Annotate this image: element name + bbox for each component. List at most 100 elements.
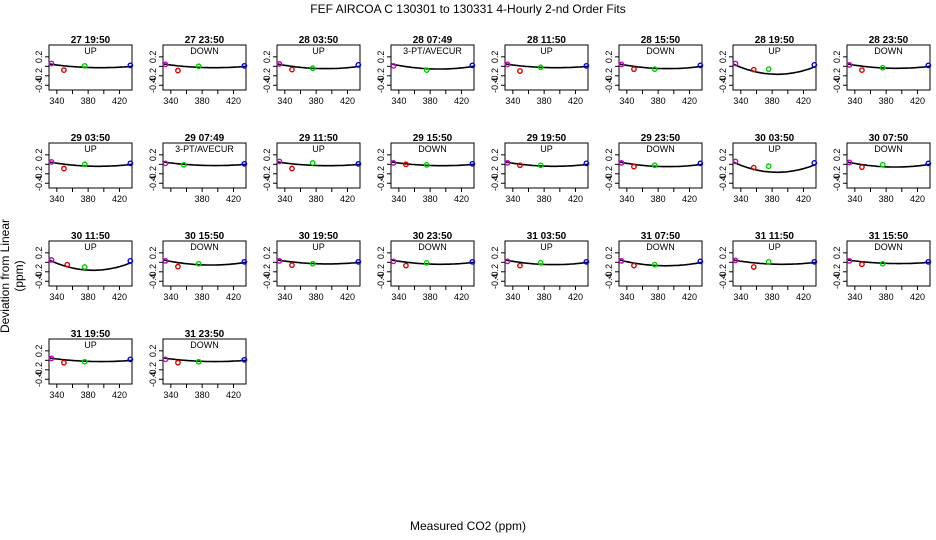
panel-title: 29 15:50: [413, 133, 453, 144]
data-point: [651, 261, 658, 268]
data-point: [504, 258, 511, 265]
y-tick-label: -0.4: [34, 372, 44, 388]
panel-title: 31 03:50: [527, 231, 567, 242]
data-point: [631, 262, 637, 269]
fit-curve: [390, 161, 475, 167]
x-tick-label: 340: [847, 96, 862, 106]
y-tick-label: -0.4: [490, 274, 500, 290]
data-point: [537, 64, 544, 71]
panel-frame: [732, 142, 817, 189]
x-tick-label: 420: [112, 292, 127, 302]
x-tick-label: 420: [112, 96, 127, 106]
data-point: [390, 159, 397, 166]
x-tick-label: 420: [910, 96, 925, 106]
data-point: [81, 62, 88, 69]
panel-title: 28 03:50: [299, 35, 339, 46]
y-tick-label: -0.4: [376, 176, 386, 192]
y-tick-label: -0.2: [718, 68, 728, 84]
panel-label: UP: [540, 46, 553, 56]
y-tick-label: -0.4: [604, 176, 614, 192]
x-tick-label: 420: [340, 292, 355, 302]
data-point: [276, 158, 283, 165]
panel-title: 30 19:50: [299, 231, 339, 242]
x-tick-label: 340: [505, 194, 520, 204]
panel-title: 30 11:50: [71, 231, 110, 242]
x-tick-label: 420: [568, 194, 583, 204]
data-point: [180, 161, 187, 168]
y-tick-label: 0.2: [718, 149, 728, 162]
data-point: [859, 261, 865, 268]
panel-label: UP: [768, 144, 781, 154]
data-point: [651, 66, 658, 73]
data-point: [48, 355, 55, 362]
x-tick-label: 420: [682, 292, 697, 302]
x-tick-label: 420: [226, 194, 241, 204]
x-tick-label: 420: [568, 96, 583, 106]
x-tick-label: 380: [765, 292, 780, 302]
y-tick-label: 0.2: [604, 247, 614, 260]
data-point: [879, 161, 886, 168]
y-tick-label: -0.2: [832, 166, 842, 182]
x-tick-label: 380: [651, 292, 666, 302]
panel-label: UP: [540, 242, 553, 252]
x-tick-label: 380: [423, 96, 438, 106]
data-point: [925, 258, 932, 265]
x-tick-label: 420: [682, 194, 697, 204]
panel-title: 28 15:50: [641, 35, 681, 46]
panel-label: 3-PT/AVECUR: [403, 46, 462, 56]
data-point: [195, 260, 202, 267]
y-tick-label: -0.4: [262, 78, 272, 94]
x-tick-label: 380: [651, 96, 666, 106]
panel-title: 29 11:50: [299, 133, 338, 144]
fit-curve: [276, 259, 361, 265]
data-point: [504, 159, 511, 166]
fit-curve: [162, 357, 247, 363]
data-point: [127, 257, 134, 264]
x-tick-label: 420: [112, 194, 127, 204]
x-tick-label: 420: [226, 390, 241, 400]
data-point: [750, 264, 757, 270]
x-tick-label: 340: [391, 292, 406, 302]
fit-curve: [276, 161, 361, 167]
y-tick-label: -0.4: [148, 274, 158, 290]
fit-curve: [162, 63, 247, 69]
data-point: [241, 62, 248, 69]
x-tick-label: 420: [454, 194, 469, 204]
panel-title: 29 23:50: [641, 133, 681, 144]
fit-curve: [276, 63, 361, 70]
panel-label: UP: [84, 46, 97, 56]
data-point: [732, 60, 739, 67]
y-tick-label: 0.2: [376, 247, 386, 260]
chart-panel: 29 07:493-PT/AVECUR 380 420 -0.4-0.2 0.2: [148, 133, 248, 204]
data-point: [846, 61, 853, 68]
y-tick-label: 0.2: [832, 51, 842, 64]
panel-title: 27 23:50: [185, 35, 225, 46]
panel-frame: [732, 44, 817, 91]
y-tick-label: -0.4: [148, 372, 158, 388]
data-point: [127, 62, 134, 69]
x-tick-label: 420: [226, 96, 241, 106]
y-tick-label: 0.2: [148, 345, 158, 358]
data-point: [276, 257, 283, 264]
y-tick-label: -0.2: [832, 68, 842, 84]
y-tick-label: -0.4: [376, 274, 386, 290]
fit-curve: [48, 259, 133, 272]
panel-title: 28 11:50: [527, 35, 566, 46]
panel-label: DOWN: [190, 242, 219, 252]
y-tick-label: -0.2: [34, 264, 44, 280]
panel-title: 30 23:50: [413, 231, 453, 242]
data-point: [925, 62, 932, 69]
data-point: [81, 161, 88, 168]
x-tick-label: 340: [733, 96, 748, 106]
y-tick-label: -0.2: [604, 264, 614, 280]
panel-label: DOWN: [874, 144, 903, 154]
